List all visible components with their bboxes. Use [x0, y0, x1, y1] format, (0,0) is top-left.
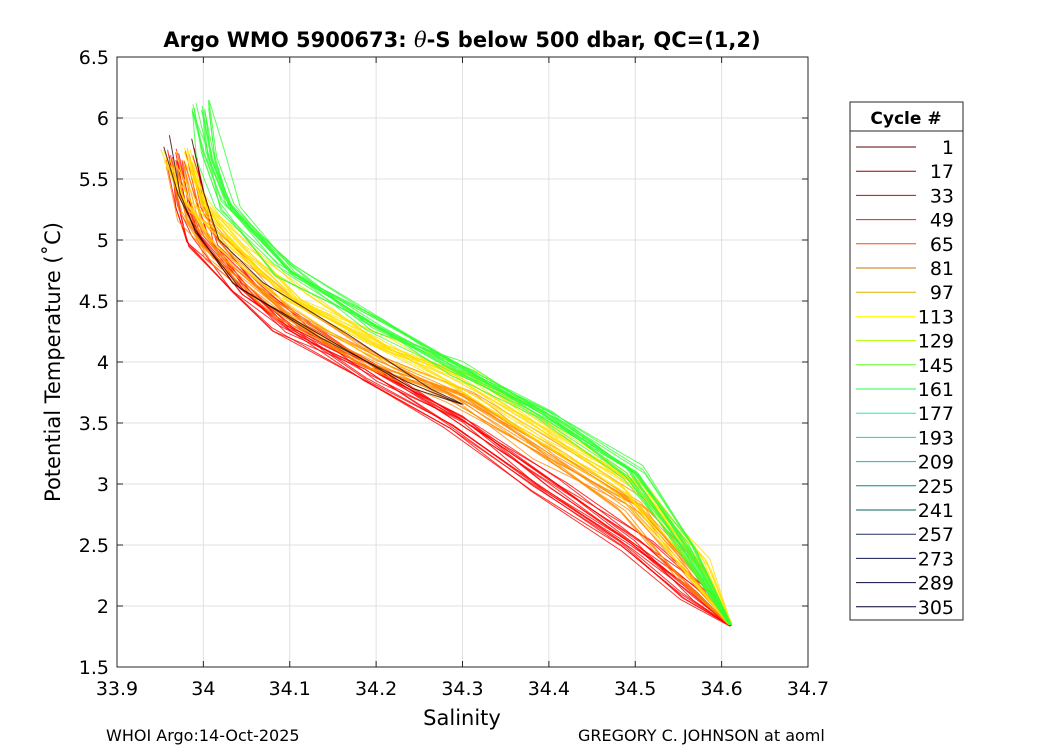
legend-label: 129 — [918, 331, 954, 353]
data-series — [160, 99, 733, 627]
x-tick-label: 34.5 — [614, 678, 656, 700]
profile-line-yellow-cycles — [162, 149, 729, 625]
chart-title: Argo WMO 5900673: θ-S below 500 dbar, QC… — [163, 28, 760, 52]
profile-line-red-cycles — [172, 156, 730, 626]
profile-line-orange-cycles — [170, 159, 730, 625]
profile-line-yellow-cycles — [163, 160, 730, 625]
x-tick-label: 34.2 — [355, 678, 397, 700]
legend-label: 65 — [930, 234, 954, 256]
legend-label: 177 — [918, 403, 954, 425]
legend-label: 209 — [918, 452, 954, 474]
profile-line-red-cycles — [165, 159, 730, 627]
profile-line-green-cycles — [204, 109, 731, 625]
y-tick-label: 4 — [97, 352, 109, 374]
y-tick-label: 6.5 — [79, 47, 109, 69]
x-tick-label: 33.9 — [96, 678, 138, 700]
y-tick-label: 5 — [97, 230, 109, 252]
profile-line-green-cycles — [208, 99, 732, 626]
profile-line-dark-early-cycles — [163, 146, 462, 405]
y-tick-label: 2 — [97, 596, 109, 618]
legend-label: 145 — [918, 355, 954, 377]
legend-label: 49 — [930, 210, 954, 232]
profile-line-red-cycles — [175, 159, 730, 627]
x-tick-label: 34.4 — [528, 678, 570, 700]
legend-label: 97 — [930, 282, 954, 304]
x-tick-label: 34.7 — [787, 678, 829, 700]
legend-box — [849, 101, 964, 621]
profile-line-yellow-cycles — [165, 157, 730, 625]
y-tick-label: 6 — [97, 108, 109, 130]
y-tick-label: 3 — [97, 474, 109, 496]
axis-ticks: 33.9 34 34.1 34.2 34.3 34.4 34.5 34.6 34.71.522.… — [79, 47, 829, 700]
legend-label: 17 — [930, 161, 954, 183]
legend-label: 81 — [930, 258, 954, 280]
legend-label: 33 — [930, 185, 954, 207]
legend-label: 161 — [918, 379, 954, 401]
x-tick-label: 34.3 — [441, 678, 483, 700]
y-tick-label: 1.5 — [79, 657, 109, 679]
footer-right: GREGORY C. JOHNSON at aoml — [578, 726, 825, 745]
y-tick-label: 5.5 — [79, 169, 109, 191]
profile-line-dark-early-cycles — [191, 138, 464, 405]
legend-title: Cycle # — [870, 109, 941, 129]
y-axis-label: Potential Temperature (˚C) — [41, 222, 65, 502]
footer-left: WHOI Argo:14-Oct-2025 — [106, 726, 300, 745]
x-tick-label: 34.1 — [269, 678, 311, 700]
legend-label: 241 — [918, 500, 954, 522]
legend-label: 305 — [918, 597, 954, 619]
legend-label: 257 — [918, 524, 954, 546]
legend-label: 193 — [918, 427, 954, 449]
profile-line-orange-cycles — [165, 166, 730, 626]
profile-line-green-cycles — [195, 103, 731, 625]
y-tick-label: 3.5 — [79, 413, 109, 435]
legend-label: 273 — [918, 548, 954, 570]
legend-label: 113 — [918, 306, 954, 328]
legend-label: 1 — [942, 137, 954, 159]
profile-line-yellow-cycles — [186, 160, 732, 624]
x-tick-label: 34 — [191, 678, 215, 700]
profile-line-orange-cycles — [171, 171, 730, 626]
profile-line-green-cycles — [191, 110, 730, 625]
x-tick-label: 34.6 — [700, 678, 742, 700]
y-tick-label: 2.5 — [79, 535, 109, 557]
profile-line-green-cycles — [191, 108, 730, 625]
legend-label: 225 — [918, 476, 954, 498]
profile-line-dark-early-cycles — [168, 135, 462, 405]
x-axis-label: Salinity — [423, 706, 501, 730]
legend-label: 289 — [918, 573, 954, 595]
y-tick-label: 4.5 — [79, 291, 109, 313]
